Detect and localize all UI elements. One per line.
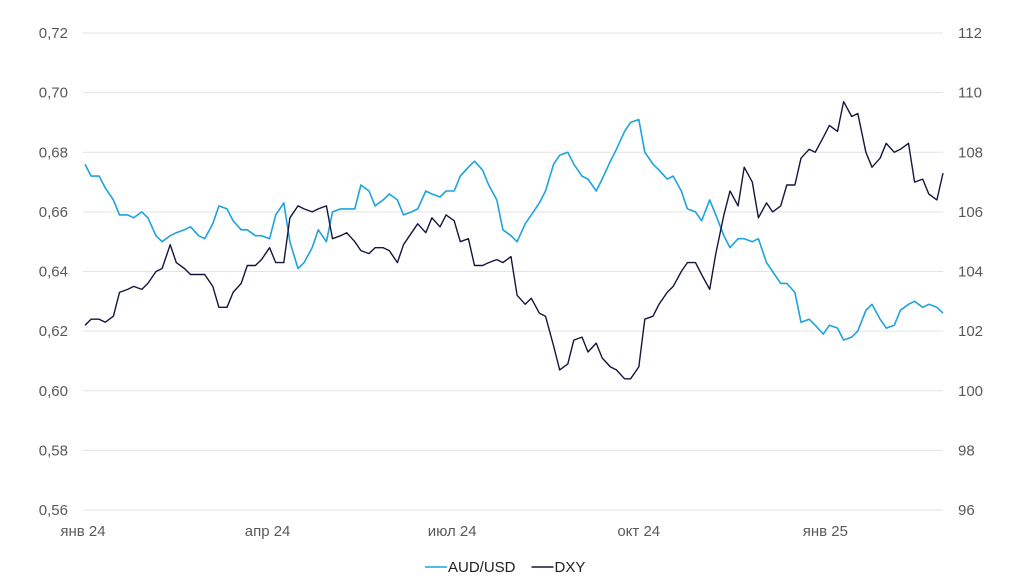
x-tick-label: окт 24 — [617, 523, 660, 540]
left-axis-ticks: 0,72 0,70 0,68 0,66 0,64 0,62 0,60 0,58 0,56 — [39, 25, 68, 519]
x-axis-ticks: янв 24 апр 24 июл 24 окт 24 янв 25 — [60, 523, 848, 540]
right-axis-ticks: 112 110 108 106 104 102 100 98 96 — [958, 25, 983, 519]
legend-label-aud-usd: AUD/USD — [448, 559, 516, 576]
left-tick-label: 0,72 — [39, 25, 68, 42]
right-tick-label: 108 — [958, 144, 983, 161]
x-tick-label: янв 24 — [60, 523, 105, 540]
x-tick-label: апр 24 — [245, 523, 291, 540]
left-tick-label: 0,68 — [39, 144, 68, 161]
series-line-dxy — [84, 100, 944, 380]
legend-label-dxy: DXY — [555, 559, 586, 576]
right-tick-label: 98 — [958, 442, 975, 459]
x-tick-label: июл 24 — [428, 523, 477, 540]
left-tick-label: 0,70 — [39, 85, 68, 102]
left-tick-label: 0,56 — [39, 502, 68, 519]
left-tick-label: 0,64 — [39, 264, 68, 281]
left-tick-label: 0,62 — [39, 323, 68, 340]
left-tick-label: 0,60 — [39, 383, 68, 400]
right-tick-label: 106 — [958, 204, 983, 221]
right-tick-label: 96 — [958, 502, 975, 519]
right-tick-label: 104 — [958, 264, 983, 281]
x-tick-label: янв 25 — [803, 523, 848, 540]
legend: AUD/USD DXY — [425, 559, 585, 576]
right-tick-label: 110 — [958, 85, 982, 102]
left-tick-label: 0,58 — [39, 442, 68, 459]
right-tick-label: 100 — [958, 383, 983, 400]
right-tick-label: 112 — [958, 25, 982, 42]
series-lines — [84, 100, 944, 380]
right-tick-label: 102 — [958, 323, 983, 340]
left-tick-label: 0,66 — [39, 204, 68, 221]
series-line-aud-usd — [84, 118, 944, 341]
